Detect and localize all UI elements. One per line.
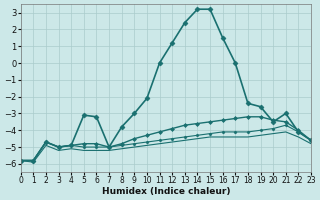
X-axis label: Humidex (Indice chaleur): Humidex (Indice chaleur) — [102, 187, 230, 196]
